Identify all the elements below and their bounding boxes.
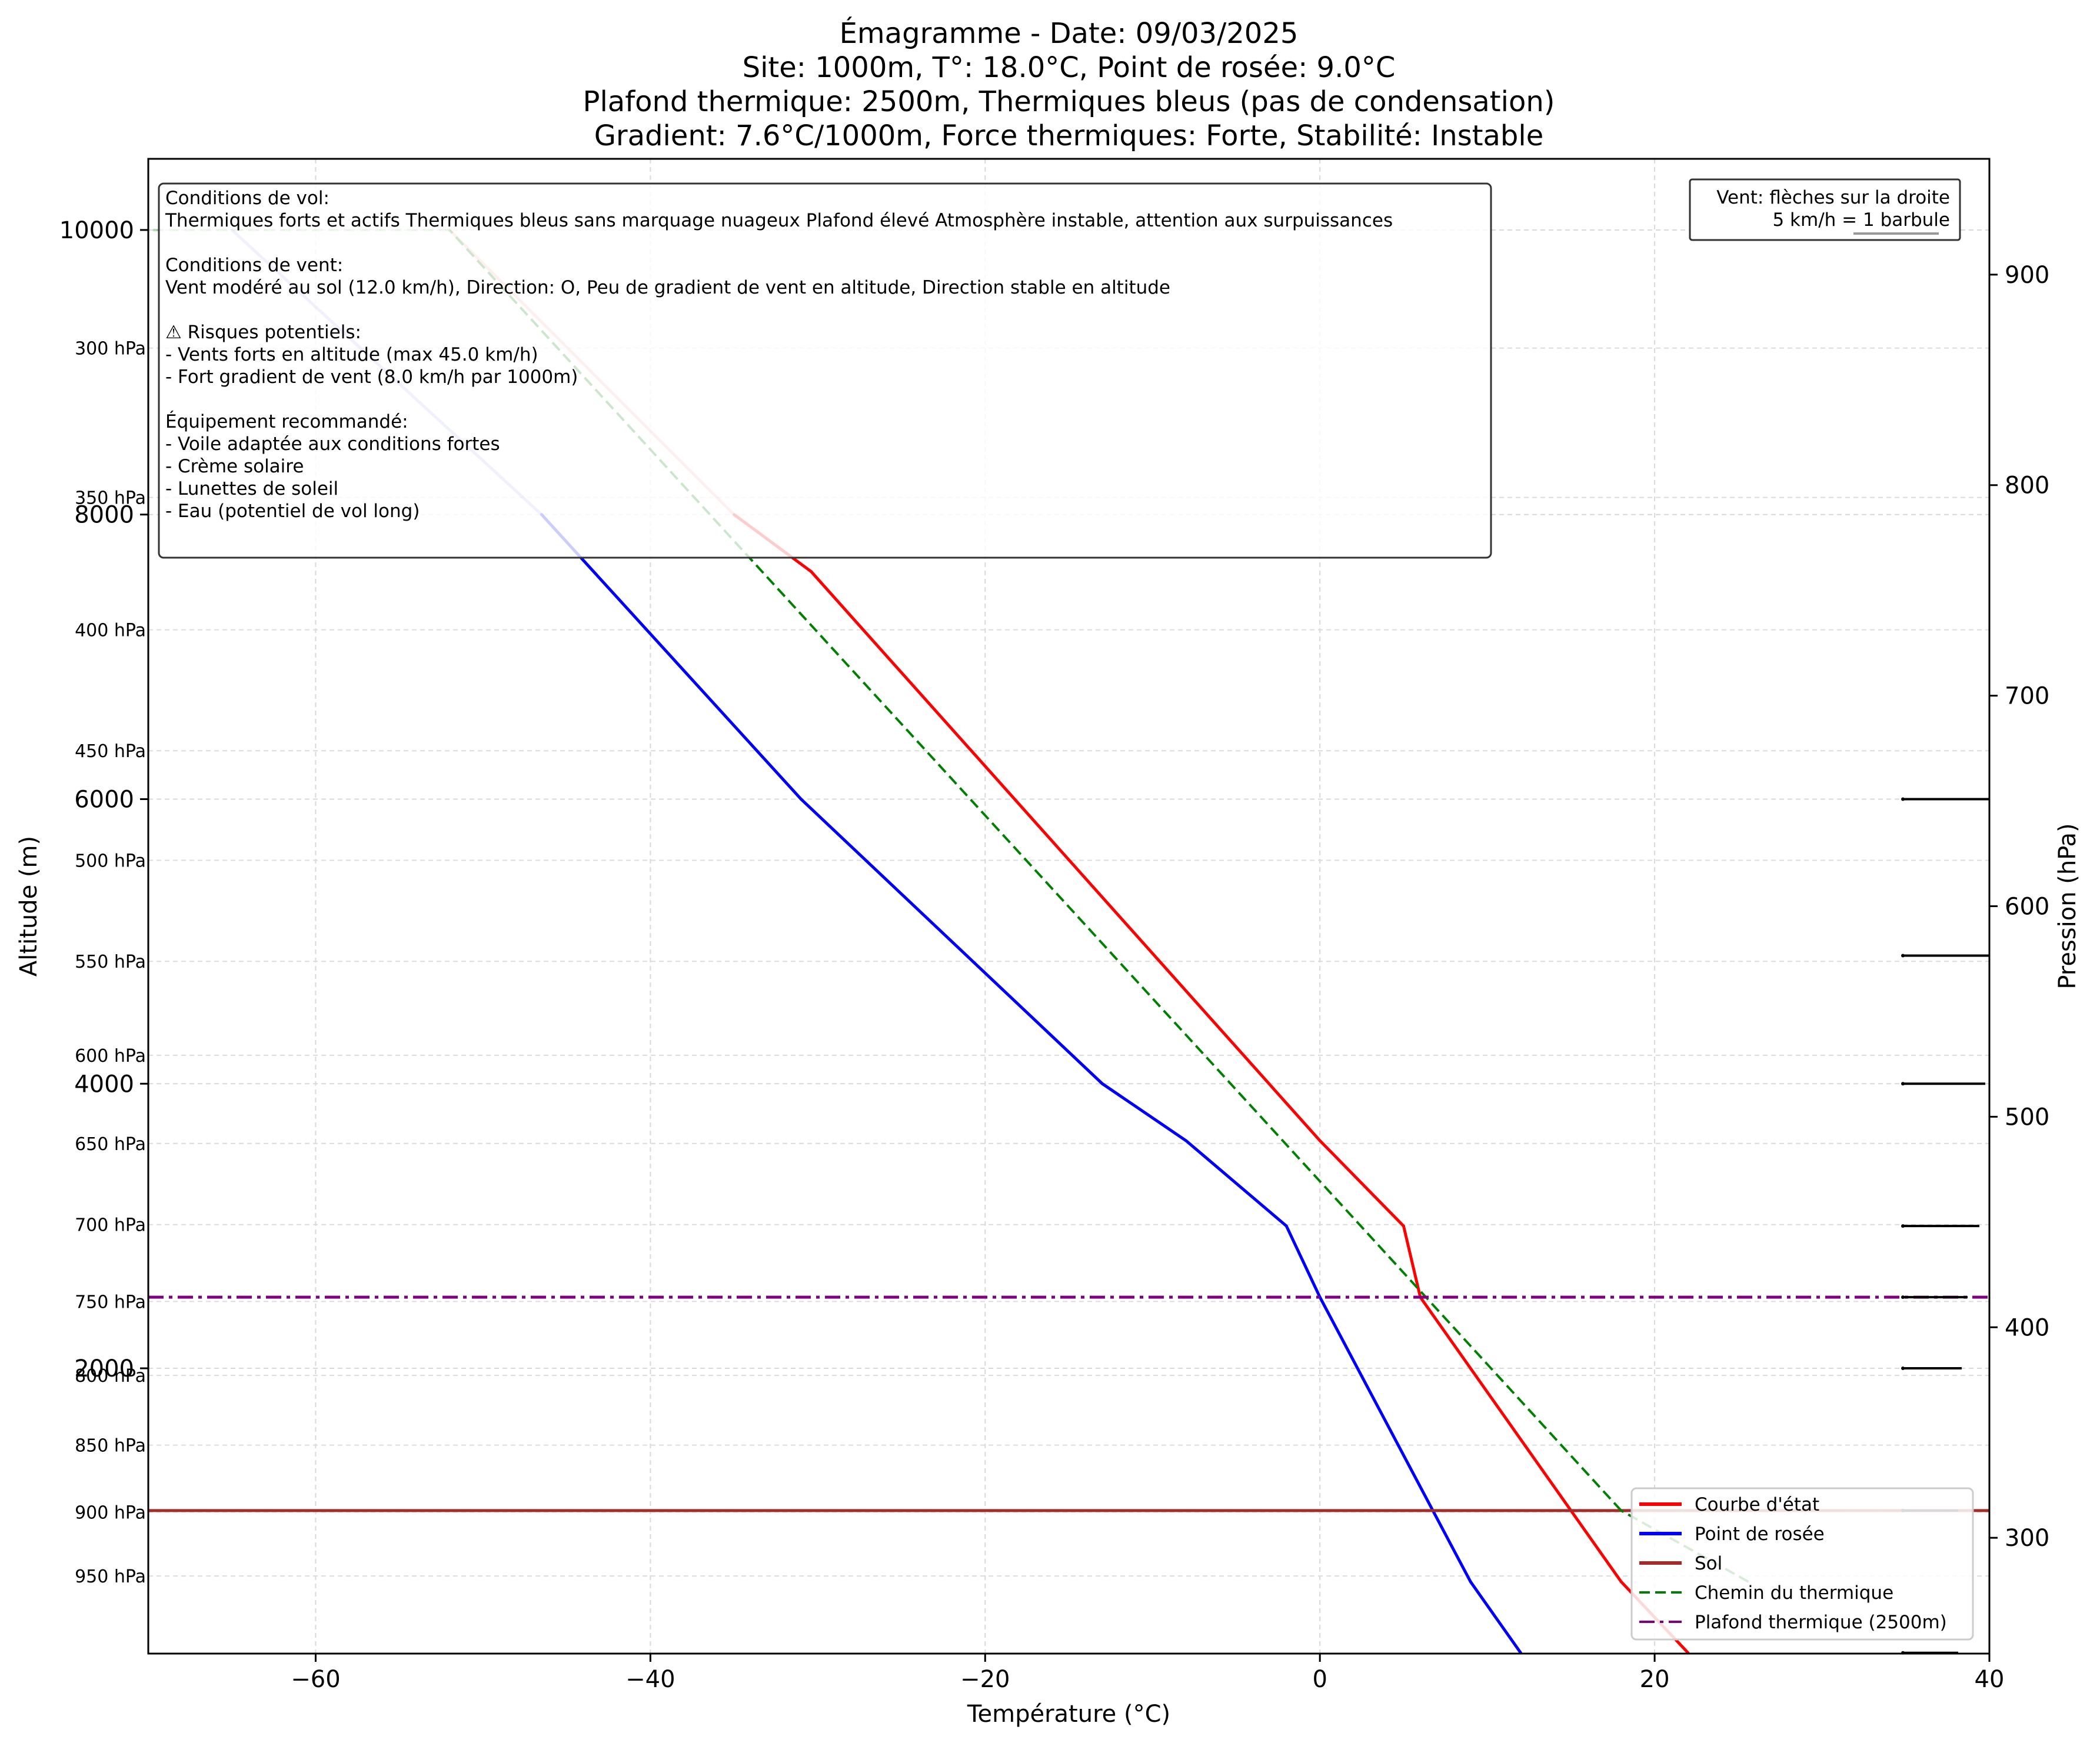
pressure-label: 650 hPa	[75, 1134, 146, 1155]
info-box-line: ⚠ Risques potentiels:	[165, 322, 361, 343]
y2-tick-label: 300	[2005, 1525, 2049, 1552]
wind-barb-origin	[1901, 1367, 1905, 1371]
y-tick-label: 6000	[74, 786, 134, 813]
pressure-label: 950 hPa	[75, 1567, 146, 1587]
x-tick-label: −60	[291, 1666, 340, 1693]
title-line: Émagramme - Date: 09/03/2025	[840, 16, 1299, 50]
series-segment-1	[1100, 1082, 1188, 1142]
pressure-label: 450 hPa	[75, 741, 146, 762]
info-box-line: - Voile adaptée aux conditions fortes	[165, 434, 500, 455]
info-box-line: Équipement recommandé:	[165, 411, 408, 432]
y-tick-label: 10000	[59, 217, 134, 244]
y2-tick-label: 500	[2005, 1104, 2049, 1131]
series-segment-1	[799, 797, 1104, 1085]
y-tick-label: 4000	[74, 1071, 134, 1098]
pressure-label: 750 hPa	[75, 1292, 146, 1312]
series-segment-1	[1284, 1224, 1322, 1299]
pressure-label: 600 hPa	[75, 1046, 146, 1067]
pressure-label: 350 hPa	[75, 488, 146, 509]
pressure-label: 500 hPa	[75, 851, 146, 871]
series-segment-0	[1064, 854, 1322, 1142]
y2-tick-label: 700	[2005, 683, 2049, 710]
wind-barb-origin	[1901, 954, 1905, 958]
series-segment-0	[809, 569, 1067, 858]
info-box-line: - Crème solaire	[165, 456, 304, 477]
title-line: Gradient: 7.6°C/1000m, Force thermiques:…	[594, 119, 1544, 152]
legend-frame	[1630, 1487, 1974, 1641]
series-segment-1	[1469, 1580, 1523, 1655]
info-box: Conditions de vol:Thermiques forts et ac…	[158, 182, 1492, 559]
info-box-line: - Lunettes de soleil	[165, 478, 338, 499]
axes: −60 −40 −20 0 20 40 2000 4000 6000 8000 10000 300 h…	[15, 217, 2081, 1728]
x-tick-label: 20	[1640, 1666, 1670, 1693]
legend-label: Point de rosée	[1695, 1524, 1825, 1545]
y2-tick-label: 400	[2005, 1314, 2049, 1341]
x-tick-label: −20	[960, 1666, 1010, 1693]
info-box-line: - Vents forts en altitude (max 45.0 km/h…	[165, 344, 538, 365]
y2-tick-label: 800	[2005, 472, 2049, 499]
series-segment-0	[1318, 1139, 1405, 1228]
y-tick-label: 8000	[74, 502, 134, 529]
wind-note-frame	[1689, 178, 1961, 241]
info-box-line: - Fort gradient de vent (8.0 km/h par 10…	[165, 366, 578, 388]
x-axis-label: Température (°C)	[967, 1701, 1170, 1728]
title-line: Site: 1000m, T°: 18.0°C, Point de rosée:…	[743, 51, 1396, 84]
y2-tick-label: 900	[2005, 262, 2049, 289]
pressure-label: 300 hPa	[75, 339, 146, 359]
pressure-label: 550 hPa	[75, 952, 146, 972]
y-tick-label: 2000	[74, 1355, 134, 1382]
series-segment-1	[1184, 1139, 1288, 1228]
x-tick-label: 0	[1312, 1666, 1327, 1693]
legend-label: Chemin du thermique	[1695, 1582, 1893, 1604]
pressure-label: 700 hPa	[75, 1215, 146, 1236]
wind-note-line: 5 km/h = 1 barbule	[1772, 209, 1950, 231]
y2-axis-label: Pression (hPa)	[2054, 823, 2081, 989]
pressure-label: 900 hPa	[75, 1502, 146, 1523]
pressure-label: 800 hPa	[75, 1366, 146, 1387]
info-box-line: Vent modéré au sol (12.0 km/h), Directio…	[165, 277, 1170, 298]
legend-label: Sol	[1695, 1553, 1722, 1574]
series-segment-1	[540, 513, 803, 801]
wind-barb-origin	[1901, 1224, 1905, 1228]
title-line: Plafond thermique: 2500m, Thermiques ble…	[583, 85, 1555, 118]
wind-barb-origin	[1901, 1082, 1905, 1086]
series-segment-1	[1318, 1295, 1472, 1584]
legend: Courbe d'état Point de rosée Sol Chemin du …	[1630, 1487, 1974, 1641]
info-box-frame	[158, 182, 1492, 559]
legend-label: Plafond thermique (2500m)	[1695, 1612, 1947, 1633]
pressure-label: 850 hPa	[75, 1436, 146, 1457]
wind-barb-origin	[1901, 797, 1905, 801]
series-segment-0	[1419, 1295, 1623, 1584]
wind-note-line: Vent: flèches sur la droite	[1716, 187, 1950, 208]
x-tick-label: −40	[625, 1666, 675, 1693]
x-tick-label: 40	[1975, 1666, 2005, 1693]
pressure-label: 400 hPa	[75, 621, 146, 641]
info-box-line: Conditions de vent:	[165, 255, 343, 276]
series-segment-0	[1402, 1224, 1422, 1299]
info-box-line: Thermiques forts et actifs Thermiques bl…	[165, 210, 1393, 231]
y2-tick-label: 600	[2005, 894, 2049, 921]
y-axis-label: Altitude (m)	[15, 836, 42, 977]
info-box-line: Conditions de vol:	[165, 188, 330, 209]
wind-barb-origin	[1901, 1295, 1905, 1299]
legend-label: Courbe d'état	[1695, 1494, 1819, 1515]
info-box-line: - Eau (potentiel de vol long)	[165, 501, 420, 522]
